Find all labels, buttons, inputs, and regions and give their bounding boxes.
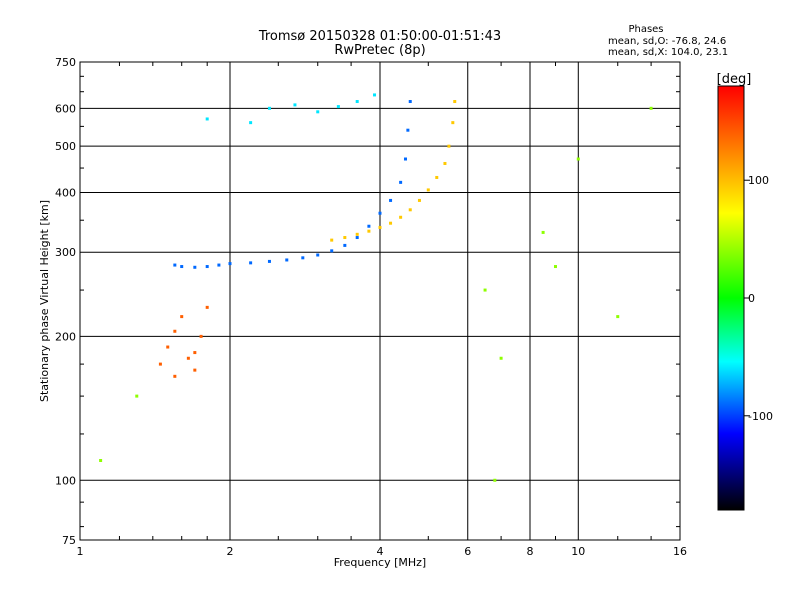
data-point xyxy=(228,262,232,266)
data-point xyxy=(336,105,340,109)
data-point xyxy=(616,315,620,319)
chart-title: Tromsø 20150328 01:50:00-01:51:43 xyxy=(258,29,501,44)
data-point xyxy=(193,265,197,269)
data-point xyxy=(378,211,382,215)
x-tick-label: 4 xyxy=(377,545,384,558)
x-tick-label: 10 xyxy=(571,545,585,558)
data-point xyxy=(447,144,451,148)
colorbar-ticks: 100 0 -100 xyxy=(744,174,773,423)
data-point xyxy=(205,305,209,309)
data-point xyxy=(205,265,209,269)
stats-x-line: mean, sd,X: 104.0, 23.1 xyxy=(608,47,728,58)
data-point xyxy=(180,315,184,319)
data-point xyxy=(541,230,545,234)
data-point xyxy=(355,232,359,236)
x-tick-label: 1 xyxy=(77,545,84,558)
data-point xyxy=(173,374,177,378)
x-axis-label: Frequency [MHz] xyxy=(334,556,426,569)
data-point xyxy=(343,236,347,240)
data-point xyxy=(576,157,580,161)
data-point xyxy=(173,329,177,333)
data-point xyxy=(389,221,393,225)
colorbar xyxy=(717,85,745,511)
data-point xyxy=(399,215,403,219)
y-tick-label: 750 xyxy=(55,56,76,69)
data-point xyxy=(417,198,421,202)
x-tick-label: 2 xyxy=(227,545,234,558)
data-point xyxy=(453,100,457,104)
data-point xyxy=(285,258,289,262)
data-point xyxy=(166,345,170,349)
data-point xyxy=(173,263,177,267)
data-point xyxy=(483,288,487,292)
data-point xyxy=(135,394,139,398)
y-tick-label: 200 xyxy=(55,330,76,343)
data-point xyxy=(378,225,382,229)
data-point xyxy=(199,334,203,338)
stats-heading: Phases xyxy=(628,24,663,35)
data-point xyxy=(403,157,407,161)
colorbar-tick-label: 0 xyxy=(748,292,755,305)
data-point xyxy=(330,238,334,242)
data-point xyxy=(267,106,271,110)
y-tick-label: 400 xyxy=(55,186,76,199)
data-point xyxy=(355,100,359,104)
data-point xyxy=(553,265,557,269)
data-points-layer xyxy=(99,93,653,482)
data-point xyxy=(406,128,410,132)
data-point xyxy=(267,259,271,263)
data-point xyxy=(343,243,347,247)
data-point xyxy=(367,229,371,233)
colorbar-tick-label: 100 xyxy=(748,174,769,187)
data-point xyxy=(389,198,393,202)
y-tick-label: 600 xyxy=(55,102,76,115)
stats-o-line: mean, sd,O: -76.8, 24.6 xyxy=(608,36,726,47)
y-tick-label: 100 xyxy=(55,474,76,487)
data-point xyxy=(330,249,334,253)
x-tick-label: 8 xyxy=(527,545,534,558)
data-point xyxy=(373,93,377,97)
y-axis-label: Stationary phase Virtual Height [km] xyxy=(38,200,51,402)
data-point xyxy=(249,121,253,125)
data-point xyxy=(316,110,320,114)
data-point xyxy=(451,121,455,125)
y-tick-label: 300 xyxy=(55,246,76,259)
data-point xyxy=(193,351,197,355)
data-point xyxy=(435,175,439,179)
colorbar-label: [deg] xyxy=(717,72,752,87)
grid-layer xyxy=(80,62,680,540)
data-point xyxy=(99,458,103,462)
data-point xyxy=(180,265,184,269)
x-tick-label: 16 xyxy=(673,545,687,558)
data-point xyxy=(493,478,497,482)
data-point xyxy=(301,256,305,260)
data-point xyxy=(499,356,503,360)
data-point xyxy=(193,368,197,372)
data-point xyxy=(205,117,209,121)
y-tick-label: 500 xyxy=(55,140,76,153)
data-point xyxy=(367,224,371,228)
data-point xyxy=(217,263,221,267)
data-point xyxy=(293,103,297,107)
data-point xyxy=(399,180,403,184)
data-point xyxy=(408,100,412,104)
x-tick-label: 6 xyxy=(464,545,471,558)
data-point xyxy=(186,356,190,360)
data-point xyxy=(316,253,320,257)
tick-labels-layer: 1 2 4 6 8 10 16 75 100 200 300 400 500 600 750 xyxy=(55,56,687,558)
data-point xyxy=(249,261,253,265)
data-point xyxy=(408,208,412,212)
data-point xyxy=(355,236,359,240)
colorbar-tick-label: -100 xyxy=(748,410,773,423)
data-point xyxy=(649,106,653,110)
y-tick-label: 75 xyxy=(62,534,76,547)
data-point xyxy=(158,362,162,366)
data-point xyxy=(443,161,447,165)
chart-subtitle: RwPretec (8p) xyxy=(334,43,425,58)
data-point xyxy=(426,188,430,192)
